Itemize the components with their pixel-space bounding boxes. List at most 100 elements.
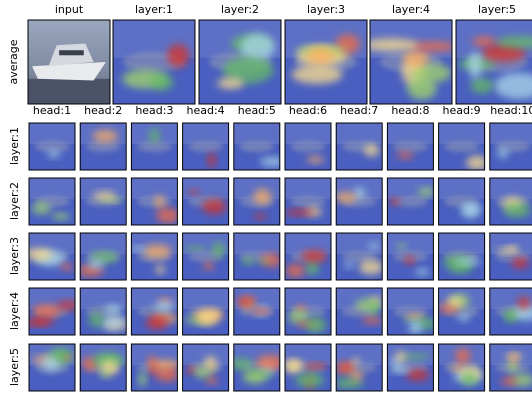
heat-blob [517, 297, 530, 309]
attention-figure: inputlayer:1layer:2layer:3layer:4layer:5… [0, 0, 532, 394]
boat-shadow [86, 141, 121, 152]
heat-blob [204, 356, 217, 369]
heat-blob [56, 350, 66, 362]
heat-blob [167, 44, 189, 67]
attention-map [456, 20, 532, 104]
attention-map [387, 123, 433, 170]
heat-blob [390, 198, 399, 205]
heat-blob [260, 157, 285, 166]
heat-blob [47, 150, 60, 157]
attention-map [387, 344, 433, 391]
heat-blob [87, 260, 104, 269]
head-label: head:3 [135, 104, 173, 117]
attention-map [285, 288, 331, 335]
image-content [336, 288, 382, 335]
heat-blob [198, 310, 220, 321]
image-content [234, 123, 285, 170]
heat-blob [212, 242, 224, 257]
image-content [80, 344, 126, 391]
attention-map [80, 178, 126, 225]
attention-map [199, 20, 281, 104]
image-content [22, 288, 79, 335]
image-content [456, 20, 532, 104]
attention-map [364, 20, 456, 104]
heat-blob [406, 313, 423, 318]
image-content [285, 123, 331, 170]
image-content [228, 344, 285, 391]
image-content [336, 233, 383, 280]
image-content [234, 233, 282, 280]
image-content [439, 233, 485, 280]
heat-blob [364, 145, 379, 157]
heat-blob [305, 317, 326, 333]
attention-map [130, 233, 177, 280]
image-content [29, 344, 75, 391]
image-content [25, 233, 75, 280]
image-content [183, 123, 229, 170]
attention-map [234, 123, 285, 170]
heat-blob [497, 247, 519, 253]
boat-shadow [444, 141, 479, 152]
heat-blob [89, 313, 104, 327]
attention-map [183, 233, 229, 280]
image-content [234, 178, 280, 225]
attention-map [183, 178, 229, 225]
attention-map [183, 344, 229, 391]
heat-blob [184, 246, 206, 251]
heat-blob [155, 265, 165, 273]
image-content [80, 178, 126, 225]
image-content [28, 20, 110, 104]
heat-blob [458, 314, 470, 321]
column-label: layer:5 [478, 3, 516, 16]
image-content [199, 20, 281, 104]
heat-blob [32, 304, 60, 318]
column-label: layer:1 [135, 3, 173, 16]
heat-blob [143, 244, 171, 258]
attention-map [439, 344, 485, 391]
attention-map [285, 123, 331, 170]
head-label: head:9 [443, 104, 481, 117]
heat-blob [307, 47, 335, 64]
attention-map [113, 20, 195, 104]
heat-blob [101, 315, 126, 331]
attention-map [490, 288, 532, 335]
attention-map [234, 233, 282, 280]
head-label: head:1 [33, 104, 71, 117]
boat-windows [59, 50, 84, 55]
sea [28, 79, 110, 104]
image-content [284, 178, 331, 225]
image-content [285, 288, 331, 335]
heat-blob [100, 371, 110, 378]
head-label: head:4 [187, 104, 225, 117]
attention-map [25, 233, 75, 280]
boat-shadow [137, 196, 172, 207]
image-content [387, 123, 433, 170]
attention-map [78, 233, 127, 280]
image-content [335, 344, 383, 391]
heat-blob [306, 260, 319, 275]
heat-blob [370, 302, 378, 315]
heat-blob [334, 192, 356, 203]
heat-blob [254, 189, 272, 205]
image-content [387, 344, 433, 391]
heat-blob [237, 297, 255, 306]
heat-blob [61, 263, 73, 270]
heat-blob [415, 268, 429, 275]
attention-map [234, 178, 280, 225]
column-label: layer:4 [392, 3, 430, 16]
attention-map [284, 344, 331, 391]
heat-blob [408, 321, 422, 334]
heat-blob [203, 262, 213, 270]
image-content [490, 123, 532, 170]
heat-blob [511, 258, 528, 269]
image-content [490, 344, 532, 391]
heat-blob [194, 367, 211, 378]
heat-blob [352, 358, 360, 365]
column-label: input [55, 3, 84, 16]
image-content [113, 20, 195, 104]
heat-blob [32, 203, 51, 214]
heat-blob [503, 203, 531, 217]
heat-blob [155, 368, 178, 382]
heat-blob [93, 130, 118, 143]
heat-blob [104, 305, 122, 313]
